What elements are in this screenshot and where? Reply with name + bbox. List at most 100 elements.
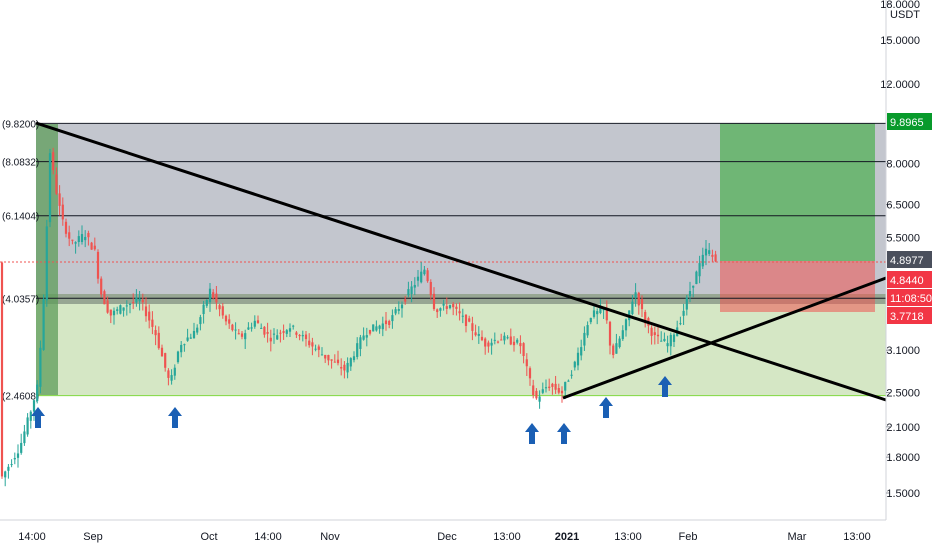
candle-body: [586, 325, 589, 336]
candle-body: [125, 305, 128, 307]
candle-body: [148, 311, 151, 321]
candle-body: [138, 298, 141, 302]
candle-body: [576, 352, 580, 366]
candle-body: [356, 343, 359, 357]
candle-body: [100, 278, 103, 295]
price-tick-label: 2.1000: [886, 422, 920, 434]
candle-body: [292, 325, 295, 327]
candle-body: [359, 337, 362, 349]
candle-body: [157, 332, 160, 349]
candle-body: [621, 330, 624, 340]
ascending-trendline[interactable]: [562, 276, 887, 400]
candle-body: [612, 345, 615, 356]
candle-body: [372, 324, 375, 332]
candle-body: [480, 336, 484, 341]
candle-body: [557, 388, 560, 393]
candle-body: [96, 251, 100, 279]
time-tick-label: 13:00: [614, 531, 642, 543]
candle-body: [388, 320, 391, 325]
candle-body: [103, 291, 106, 305]
candle-body: [314, 348, 317, 350]
candle-body: [714, 254, 717, 262]
candle-body: [42, 298, 45, 350]
price-tag: [887, 113, 932, 130]
time-tick-label: Feb: [679, 531, 698, 543]
candle-body: [272, 333, 276, 335]
candle-body: [349, 358, 352, 367]
candle-body: [516, 339, 519, 343]
candle-body: [669, 334, 672, 347]
candle-body: [32, 400, 36, 412]
descending-trendline[interactable]: [35, 121, 887, 402]
candle-body: [263, 326, 266, 335]
candle-body: [468, 318, 471, 322]
candle-body: [256, 320, 260, 323]
candle-body: [288, 328, 292, 332]
candle-body: [176, 351, 180, 363]
candle-body: [0, 262, 4, 477]
candle-body: [560, 390, 564, 394]
candle-body: [589, 317, 592, 323]
candle-body: [551, 383, 554, 387]
candle-body: [253, 320, 256, 327]
candle-body: [423, 269, 426, 275]
candle-body: [653, 332, 656, 336]
candle-body: [708, 250, 711, 254]
candle-body: [544, 387, 548, 389]
candle-body: [234, 329, 237, 331]
candle-body: [336, 359, 340, 364]
candle-body: [608, 321, 612, 346]
candle-body: [688, 291, 692, 297]
candle-body: [368, 329, 372, 334]
candle-body: [436, 309, 439, 313]
candle-body: [509, 336, 512, 345]
candle-body: [548, 386, 551, 388]
candle-body: [564, 381, 567, 391]
candle-body: [452, 303, 455, 308]
candle-body: [132, 302, 135, 304]
time-tick-label: 13:00: [843, 531, 871, 543]
candle-body: [39, 347, 42, 387]
candle-body: [151, 319, 154, 327]
candle-body: [644, 311, 647, 324]
candle-body: [660, 340, 663, 342]
candle-body: [490, 342, 493, 346]
time-tick-label: Sep: [83, 531, 103, 543]
candle-body: [186, 337, 189, 341]
candle-body: [311, 342, 314, 347]
candle-body: [128, 303, 132, 305]
candle-body: [295, 332, 298, 335]
candle-body: [477, 333, 480, 336]
candle-body: [26, 417, 29, 435]
stop-zone: [720, 261, 875, 312]
candle-body: [196, 327, 199, 333]
candle-body: [573, 361, 576, 368]
candle-body: [330, 359, 333, 361]
fib-label: (8.0832): [2, 158, 39, 169]
price-tag-label: 3.7718: [890, 311, 924, 323]
candle-body: [244, 333, 247, 340]
candle-body: [464, 314, 468, 326]
price-tag-label: 9.8965: [890, 117, 924, 129]
candle-body: [183, 344, 186, 346]
candle-body: [199, 317, 202, 325]
candle-body: [474, 332, 477, 336]
candle-body: [215, 293, 218, 303]
fib-zone-band: [36, 294, 886, 304]
price-tick-label: 12.0000: [880, 79, 920, 91]
candle-body: [637, 292, 640, 306]
fib-lines: (9.8200) (8.0832) (6.1404) (4.0357) (2.4608): [2, 119, 886, 403]
candle-body: [340, 367, 343, 369]
candle-body: [64, 221, 68, 234]
candle-body: [528, 368, 532, 379]
candle-body: [407, 289, 410, 296]
up-arrows: [31, 376, 672, 444]
candle-body: [461, 315, 464, 317]
candle-body: [692, 285, 695, 288]
price-tag-label: 4.8977: [890, 255, 924, 267]
candle-body: [381, 323, 384, 330]
price-tick-label: 5.5000: [886, 232, 920, 244]
candle-body: [580, 347, 583, 356]
candle-body: [260, 327, 263, 329]
